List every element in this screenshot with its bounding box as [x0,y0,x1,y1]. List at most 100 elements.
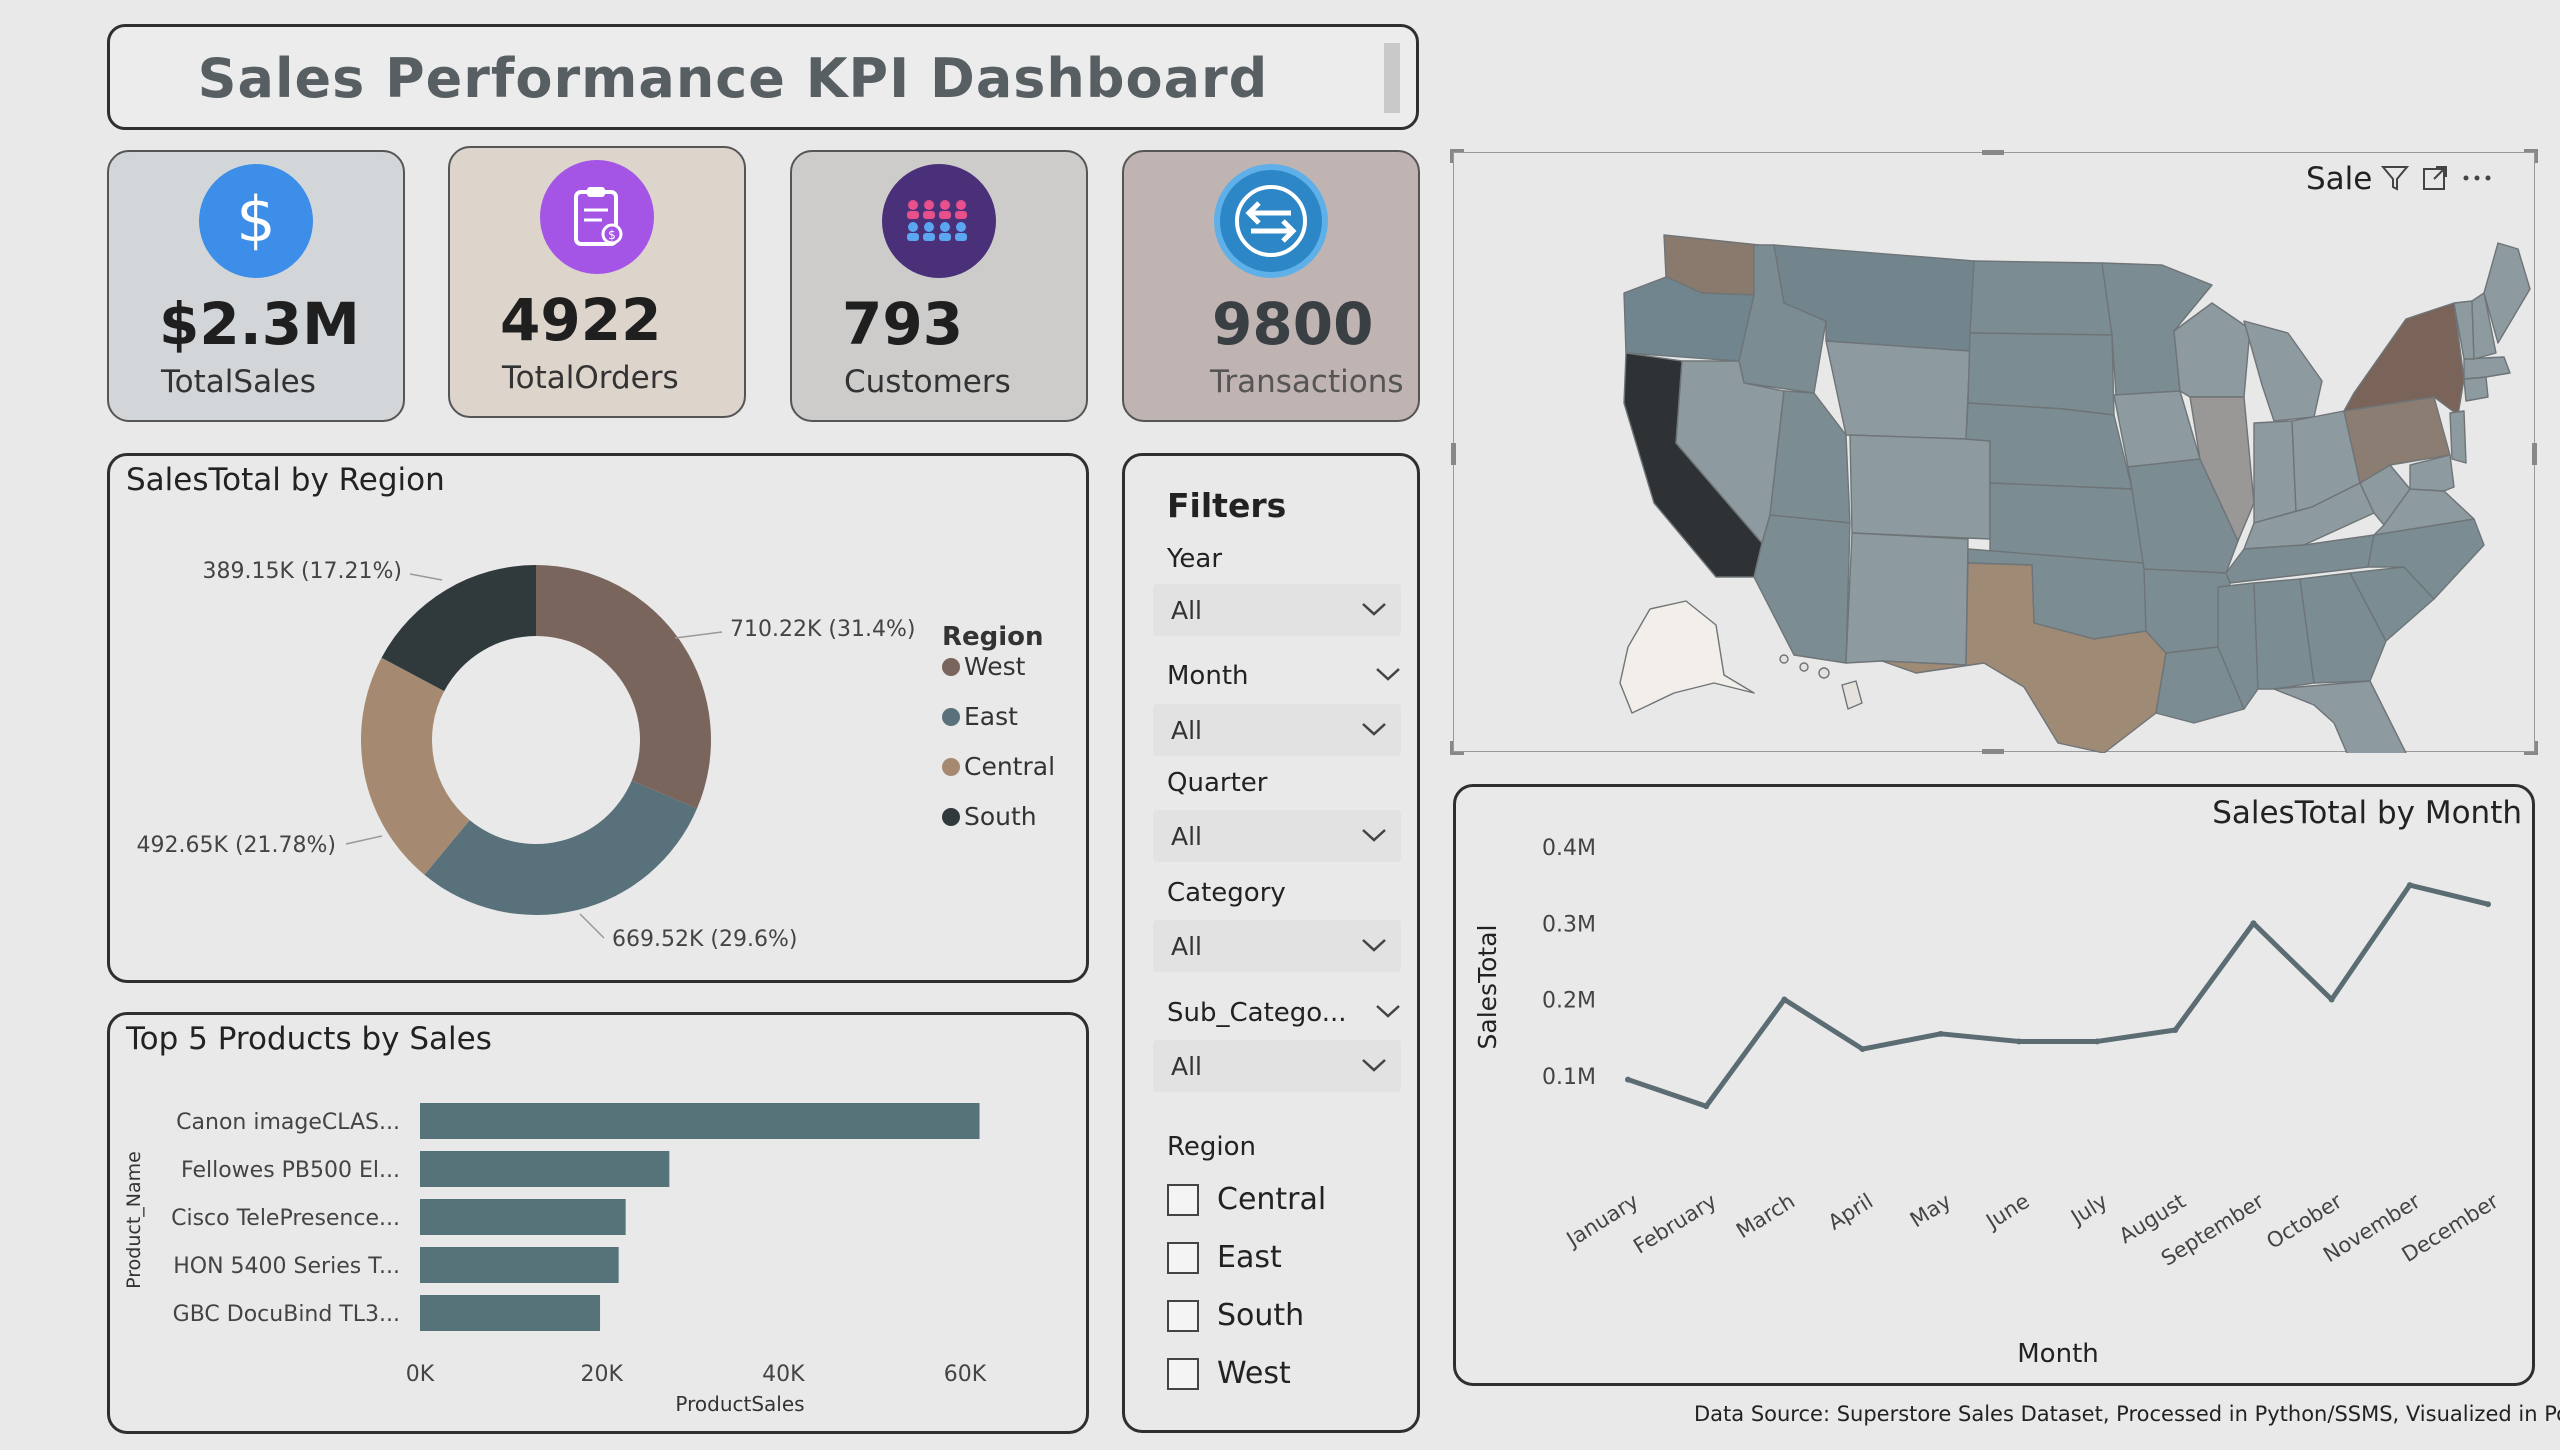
line-point[interactable] [1781,996,1788,1003]
checkbox-box[interactable] [1167,1357,1199,1390]
resize-handle[interactable] [1450,149,1464,163]
filter-icon[interactable] [2380,163,2410,193]
month-filter-label: Month [1167,661,1249,691]
kpi-label: TotalSales [161,364,316,400]
year-filter-label: Year [1167,544,1223,574]
bar-product[interactable] [420,1295,601,1331]
region-checkbox-east[interactable]: East [1167,1240,1282,1275]
donut-slice-south[interactable] [381,565,536,692]
us-states-map[interactable] [1454,153,2536,753]
leader-line [409,573,443,581]
region-checkbox-west[interactable]: West [1167,1356,1291,1391]
resize-handle[interactable] [2524,741,2538,755]
map-state-michigan [2243,320,2323,422]
chevron-down-icon [1362,603,1386,616]
dropdown-value: All [1171,716,1202,745]
line-point[interactable] [2328,996,2335,1003]
title-scrollbar[interactable] [1384,43,1400,113]
kpi-value: 9800 [1212,290,1374,358]
monthly-sales-card: SalesTotal by Month 0.1M 0.2M 0.3M 0.4M Janu… [1453,784,2535,1386]
focus-mode-icon[interactable] [2420,163,2450,193]
bar-product[interactable] [420,1151,670,1187]
legend-label: East [964,702,1018,731]
y-tick-label: 0.2M [1542,989,1596,1014]
line-point[interactable] [1625,1076,1631,1083]
x-tick-label: 60K [944,1362,987,1387]
line-point[interactable] [2250,920,2257,927]
map-state-new-hampshire [2471,292,2497,360]
sales-line[interactable] [1627,882,2489,1109]
donut-slice-east[interactable] [424,780,698,915]
donut-slice-central[interactable] [360,657,470,875]
x-tick-label: January [1561,1189,1643,1253]
line-point[interactable] [1703,1103,1710,1110]
bar-product[interactable] [420,1103,980,1139]
region-filter-label: Region [1167,1132,1257,1162]
donut-data-label: 389.15K (17.21%) [203,559,402,584]
map-state-massachusetts [2463,356,2511,380]
year-dropdown[interactable]: All [1153,584,1401,636]
y-tick-label: 0.3M [1542,912,1596,937]
resize-handle[interactable] [1982,749,2004,754]
card-title: SalesTotal by Region [126,462,445,498]
card-title: SalesTotal by Month [2212,795,2522,831]
legend-item-central[interactable]: Central [942,752,1055,781]
legend-item-west[interactable]: West [942,652,1025,681]
legend-item-east[interactable]: East [942,702,1018,731]
checkbox-label: South [1217,1298,1305,1333]
x-tick-label: March [1732,1189,1799,1243]
checkbox-box[interactable] [1167,1183,1199,1216]
bar-product[interactable] [420,1199,626,1235]
map-state-hawaii[interactable] [1779,654,1863,710]
chevron-down-icon[interactable] [1375,1003,1401,1019]
chevron-down-icon [1362,1059,1386,1072]
top-products-bar-chart[interactable]: Canon imageCLAS... Fellowes PB500 El... Ci… [110,1015,1086,1431]
region-donut-chart[interactable]: 710.22K (31.4%) 669.52K (29.6%) 492.65K (2… [110,456,1086,980]
month-dropdown[interactable]: All [1153,704,1401,756]
x-axis-title: Month [2017,1339,2099,1369]
legend-dot [942,807,960,826]
x-tick-label: 40K [762,1362,805,1387]
legend-dot [942,707,960,726]
us-map-visual[interactable]: Sale [1450,149,2538,755]
donut-data-label: 492.65K (21.78%) [137,833,336,858]
line-point[interactable] [2485,901,2491,908]
category-dropdown[interactable]: All [1153,920,1401,972]
quarter-dropdown[interactable]: All [1153,810,1401,862]
x-tick-label: May [1906,1189,1956,1232]
chevron-down-icon[interactable] [1375,666,1401,682]
more-options-icon[interactable] [2460,163,2494,193]
region-checkbox-central[interactable]: Central [1167,1182,1326,1217]
map-state-kansas [1989,482,2145,564]
resize-handle[interactable] [2532,443,2537,465]
checkbox-box[interactable] [1167,1241,1199,1274]
dropdown-value: All [1171,932,1202,961]
map-title: Sale [2306,161,2373,197]
kpi-card-total-orders: $ 4922 TotalOrders [448,146,746,418]
line-point[interactable] [2406,882,2413,889]
legend-item-south[interactable]: South [942,802,1037,831]
legend-title: Region [942,622,1044,652]
resize-handle[interactable] [1450,741,1464,755]
donut-slice-west[interactable] [536,565,711,809]
resize-handle[interactable] [1451,443,1456,465]
line-point[interactable] [2094,1038,2101,1045]
bar-category-label: Fellowes PB500 El... [181,1158,400,1183]
svg-text:$: $ [608,228,616,242]
line-point[interactable] [2015,1038,2022,1045]
line-point[interactable] [1859,1046,1866,1053]
map-state-new-jersey [2449,410,2467,464]
line-point[interactable] [2172,1027,2179,1033]
checkbox-box[interactable] [1167,1299,1199,1332]
sub-category-dropdown[interactable]: All [1153,1040,1401,1092]
resize-handle[interactable] [2524,149,2538,163]
x-tick-label: February [1629,1189,1721,1259]
region-checkbox-south[interactable]: South [1167,1298,1304,1333]
map-state-alabama [2253,578,2315,690]
x-tick-label: June [1980,1189,2033,1235]
bar-product[interactable] [420,1247,619,1283]
line-point[interactable] [1937,1030,1944,1037]
resize-handle[interactable] [1982,150,2004,155]
kpi-card-total-sales: $ $2.3M TotalSales [107,150,405,422]
